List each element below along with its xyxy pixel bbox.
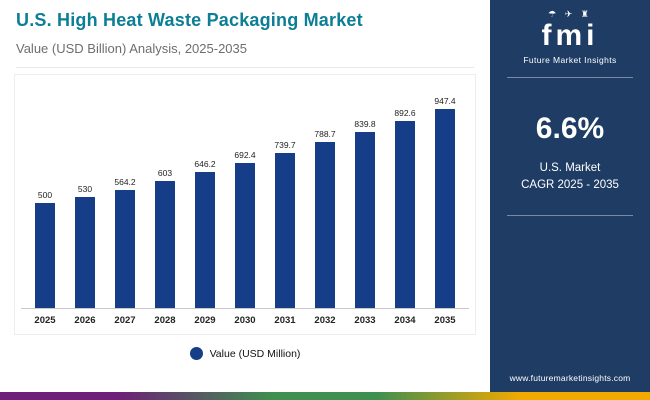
x-axis-label: 2029 <box>194 315 216 326</box>
x-axis-label: 2025 <box>34 315 56 326</box>
bar-value-label: 603 <box>157 168 173 179</box>
bar-value-label: 839.8 <box>354 118 376 129</box>
bar <box>115 189 135 308</box>
bar-group: 500 <box>25 190 65 308</box>
bar-group: 947.4 <box>425 96 465 308</box>
x-axis-label: 2033 <box>354 315 376 326</box>
bar <box>235 162 255 308</box>
x-axis-label: 2028 <box>154 315 176 326</box>
bar <box>315 142 335 308</box>
x-axis-label: 2027 <box>114 315 136 326</box>
bar-group: 892.6 <box>385 108 425 308</box>
bar-group: 646.2 <box>185 159 225 308</box>
cagr-label: U.S. Market CAGR 2025 - 2035 <box>521 160 619 196</box>
fmi-logo-tagline: Future Market Insights <box>523 55 617 65</box>
x-axis-label: 2032 <box>314 315 336 326</box>
x-axis: 2025 2026 2027 2028 2029 2030 2031 2032 2033 2034… <box>21 309 469 330</box>
header: U.S. High Heat Waste Packaging Market Va… <box>0 0 490 68</box>
bar-value-label: 564.2 <box>114 176 136 187</box>
bar <box>195 172 215 308</box>
bar-group: 692.4 <box>225 150 265 308</box>
fmi-logo: ☂ ✈ ♜ fmi Future Market Insights <box>523 10 616 65</box>
bar-value-label: 646.2 <box>194 159 216 170</box>
x-axis-label: 2030 <box>234 315 256 326</box>
brand-gradient-strip <box>0 392 650 400</box>
page-title: U.S. High Heat Waste Packaging Market <box>16 10 363 30</box>
bar-value-label: 692.4 <box>234 149 256 160</box>
bar-value-label: 947.4 <box>434 96 456 106</box>
bar <box>435 109 455 308</box>
bar-value-label: 788.7 <box>314 129 336 140</box>
sidebar: ☂ ✈ ♜ fmi Future Market Insights 6.6% U.… <box>490 0 650 392</box>
bar <box>35 203 55 308</box>
x-axis-label: 2034 <box>394 315 416 326</box>
bar <box>155 181 175 308</box>
bar-group: 564.2 <box>105 176 145 308</box>
bar <box>355 131 375 308</box>
bar-group: 530 <box>65 184 105 308</box>
cagr-value: 6.6% <box>535 111 605 145</box>
x-axis-label: 2026 <box>74 315 96 326</box>
bar <box>395 120 415 308</box>
bar <box>275 152 295 308</box>
page-subtitle: Value (USD Billion) Analysis, 2025-2035 <box>16 41 474 68</box>
sidebar-divider-bottom <box>507 215 633 217</box>
cagr-label-line1: U.S. Market <box>539 161 601 174</box>
bar-value-label: 530 <box>77 183 93 194</box>
bar-group: 788.7 <box>305 129 345 308</box>
bar-value-label: 500 <box>37 190 53 200</box>
chart-section: U.S. High Heat Waste Packaging Market Va… <box>0 0 490 360</box>
bar-chart: 500 530 564.2 603 646.2 692.4 739.7 788.7 839.8 8… <box>14 74 476 335</box>
bar-group: 839.8 <box>345 119 385 308</box>
bar-value-label: 739.7 <box>274 139 296 150</box>
bar-group: 603 <box>145 168 185 308</box>
cagr-label-line2: CAGR 2025 - 2035 <box>521 179 619 192</box>
legend-dot-icon <box>189 347 203 360</box>
x-axis-label: 2035 <box>434 315 456 326</box>
bar <box>75 196 95 308</box>
fmi-logo-text: fmi <box>541 19 599 52</box>
x-axis-label: 2031 <box>274 315 296 326</box>
chart-plot-area: 500 530 564.2 603 646.2 692.4 739.7 788.7 839.8 8… <box>21 96 469 309</box>
chart-legend: Value (USD Million) <box>0 347 490 360</box>
legend-label: Value (USD Million) <box>209 347 301 360</box>
bar-value-label: 892.6 <box>394 107 416 118</box>
bar-group: 739.7 <box>265 140 305 308</box>
sidebar-divider-top <box>507 76 633 78</box>
footer-url-link[interactable]: www.futuremarketinsights.com <box>509 373 631 383</box>
fmi-logo-icons: ☂ ✈ ♜ <box>548 9 592 19</box>
